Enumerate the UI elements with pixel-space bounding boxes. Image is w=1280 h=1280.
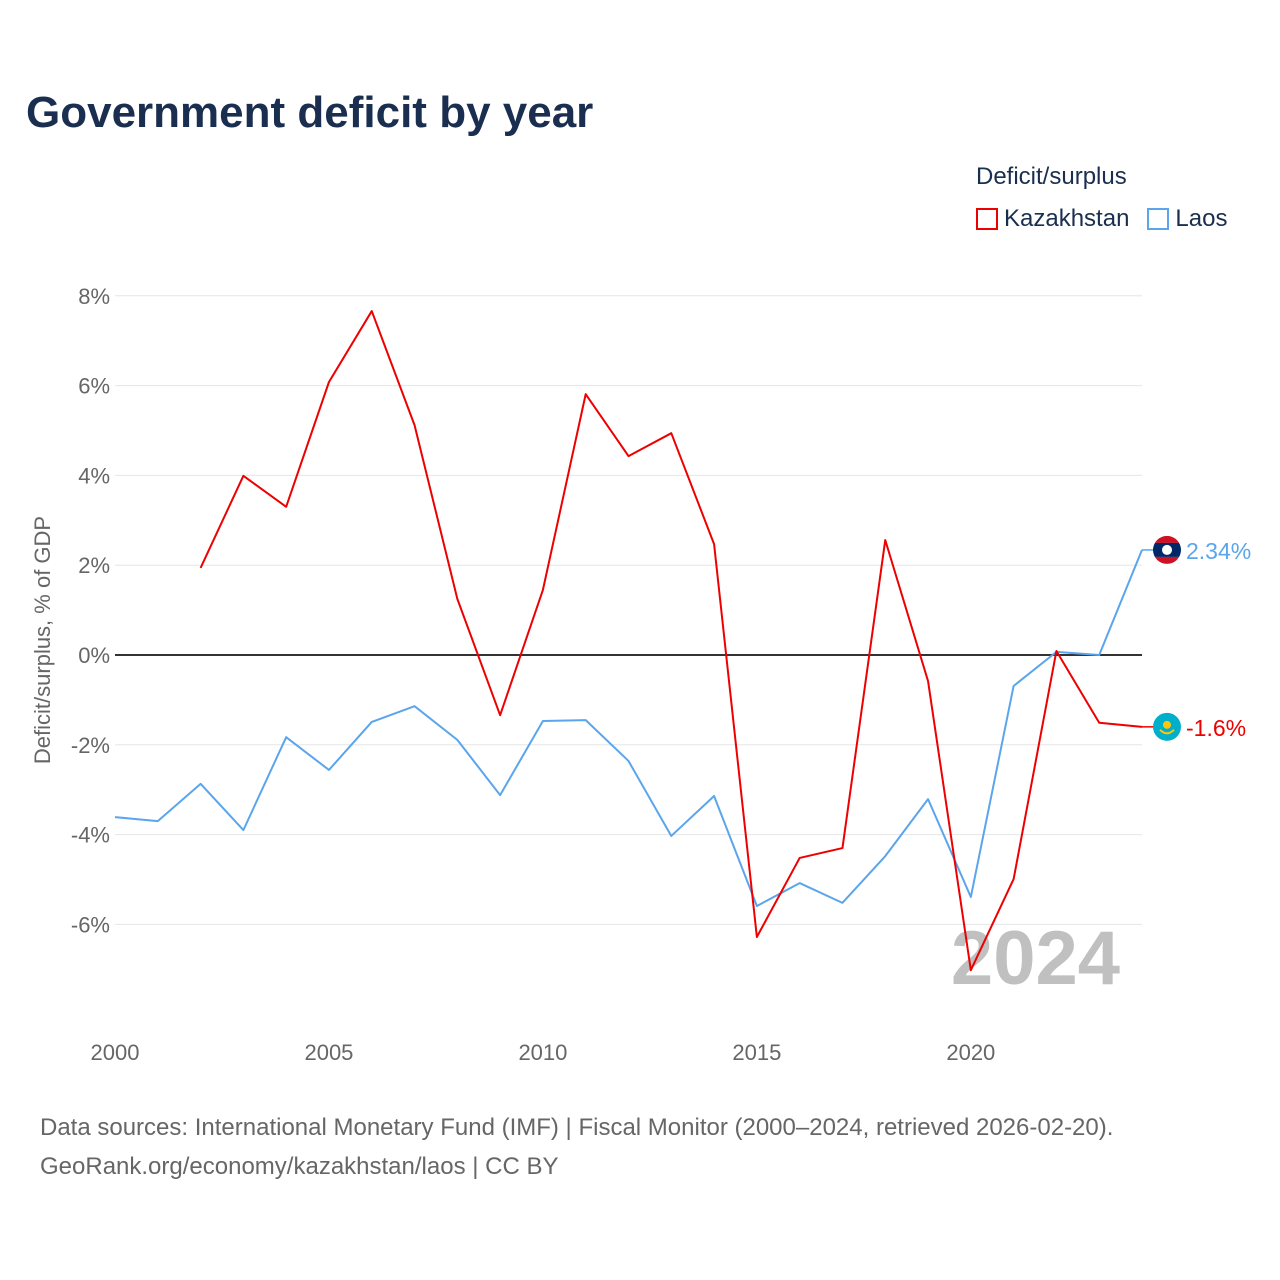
kazakhstan-eagle-icon bbox=[1159, 729, 1175, 735]
source-note: Data sources: International Monetary Fun… bbox=[40, 1108, 1113, 1186]
y-tick-label: 2% bbox=[78, 553, 110, 578]
legend-title: Deficit/surplus bbox=[976, 163, 1127, 190]
source-line: Data sources: International Monetary Fun… bbox=[40, 1114, 1114, 1141]
series-line-laos bbox=[114, 549, 1143, 907]
x-tick-label: 2015 bbox=[732, 1040, 781, 1065]
x-tick-label: 2005 bbox=[304, 1040, 353, 1065]
chart-title: Government deficit by year bbox=[26, 88, 594, 137]
year-watermark: 2024 bbox=[951, 916, 1120, 1001]
legend: Kazakhstan Laos bbox=[976, 205, 1227, 233]
legend-item-laos[interactable]: Laos bbox=[1147, 205, 1227, 233]
y-tick-label: 8% bbox=[78, 284, 110, 309]
end-label-laos: 2.34% bbox=[1186, 538, 1251, 564]
y-tick-label: 6% bbox=[78, 374, 110, 399]
legend-label-kazakhstan: Kazakhstan bbox=[1004, 205, 1130, 232]
kazakhstan-sun-icon bbox=[1163, 720, 1171, 729]
source-url: GeoRank.org/economy/kazakhstan/laos | CC… bbox=[40, 1153, 559, 1180]
y-tick-label: 4% bbox=[78, 463, 110, 488]
y-tick-label: 0% bbox=[78, 643, 110, 668]
y-axis-label: Deficit/surplus, % of GDP bbox=[30, 516, 55, 764]
x-tick-label: 2020 bbox=[946, 1040, 995, 1065]
legend-item-kazakhstan[interactable]: Kazakhstan bbox=[976, 205, 1129, 233]
legend-swatch-laos bbox=[1147, 208, 1170, 230]
series-line-kazakhstan bbox=[199, 310, 1143, 972]
legend-label-laos: Laos bbox=[1175, 205, 1228, 232]
y-tick-label: -6% bbox=[71, 912, 110, 937]
y-tick-label: -4% bbox=[71, 823, 110, 848]
x-tick-label: 2000 bbox=[91, 1040, 140, 1065]
end-label-kazakhstan: -1.6% bbox=[1186, 715, 1246, 741]
laos-flag-icon bbox=[1153, 535, 1181, 564]
legend-swatch-kazakhstan bbox=[976, 208, 998, 230]
x-tick-label: 2010 bbox=[518, 1040, 567, 1065]
y-tick-label: -2% bbox=[71, 733, 110, 758]
